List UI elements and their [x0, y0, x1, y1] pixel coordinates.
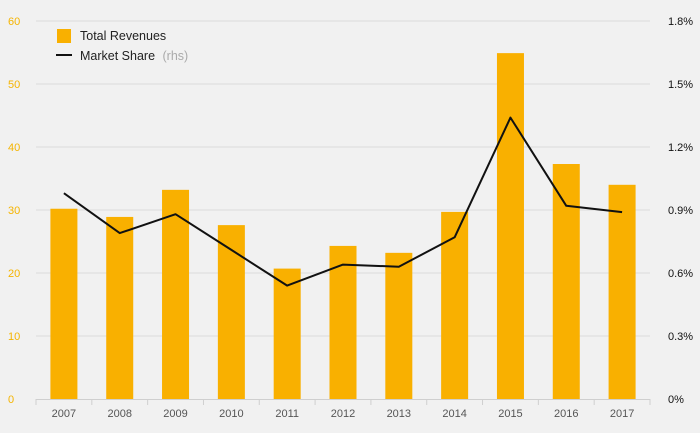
legend-swatch-total-revenues: [57, 29, 71, 43]
legend-label-market-share-name: Market Share: [80, 49, 155, 63]
bar-total-revenues: [217, 225, 245, 399]
legend-label-total-revenues: Total Revenues: [80, 29, 166, 43]
y-left-tick-label: 0: [8, 394, 14, 406]
y-right-tick-label: 0.6%: [668, 268, 693, 280]
bar-total-revenues: [329, 245, 357, 399]
bar-total-revenues: [385, 252, 413, 399]
y-left-tick-label: 20: [8, 268, 20, 280]
x-tick-label: 2017: [610, 408, 634, 420]
y-right-tick-label: 1.8%: [668, 16, 693, 28]
y-left-tick-label: 40: [8, 142, 20, 154]
x-tick-label: 2009: [163, 408, 187, 420]
y-left-tick-label: 50: [8, 79, 20, 91]
y-left-tick-label: 60: [8, 16, 20, 28]
y-right-tick-label: 0.3%: [668, 331, 693, 343]
gridlines: [36, 20, 650, 337]
y-right-tick-label: 1.2%: [668, 142, 693, 154]
revenue-bars: [50, 53, 636, 399]
y-left-tick-label: 10: [8, 331, 20, 343]
y-left-tick-label: 30: [8, 205, 20, 217]
y-right-tick-label: 1.5%: [668, 79, 693, 91]
x-tick-label: 2008: [107, 408, 131, 420]
legend-label-market-share-suffix: (rhs): [163, 49, 189, 63]
x-tick-label: 2015: [498, 408, 522, 420]
x-tick-label: 2007: [52, 408, 76, 420]
bar-total-revenues: [552, 164, 580, 399]
x-tick-label: 2014: [442, 408, 466, 420]
x-tick-label: 2016: [554, 408, 578, 420]
bar-total-revenues: [106, 216, 134, 399]
x-tick-label: 2013: [387, 408, 411, 420]
bar-total-revenues: [496, 53, 524, 399]
axes: 0 0% 10 0.3% 20 0.6% 30 0.9% 40 1.2% 50 1.5% 60 1.8% 2…: [8, 16, 693, 420]
y-right-tick-label: 0.9%: [668, 205, 693, 217]
x-tick-label: 2011: [275, 408, 299, 420]
x-tick-label: 2012: [331, 408, 355, 420]
legend-label-market-share: Market Share (rhs): [80, 49, 188, 63]
x-tick-label: 2010: [219, 408, 243, 420]
market-share-line: [63, 116, 623, 287]
bar-total-revenues: [50, 208, 78, 399]
bar-total-revenues: [162, 189, 190, 399]
legend: Total Revenues Market Share (rhs): [56, 29, 188, 63]
bar-total-revenues: [273, 268, 301, 399]
bar-total-revenues: [608, 184, 636, 399]
y-right-tick-label: 0%: [668, 394, 684, 406]
bar-total-revenues: [441, 211, 469, 399]
